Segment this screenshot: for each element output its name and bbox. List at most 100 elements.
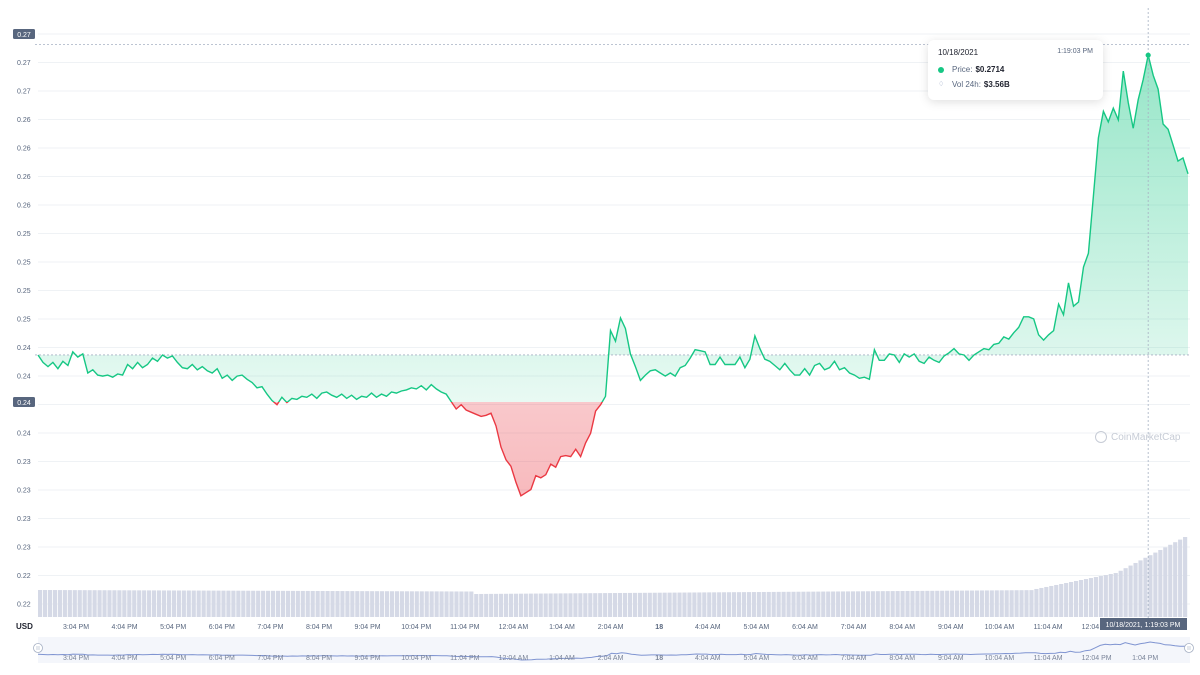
volume-bar — [836, 591, 841, 617]
price-tooltip: 10/18/2021 1:19:03 PM Price: $0.2714 ♢ V… — [928, 40, 1103, 100]
y-tick-label: 0.25 — [17, 317, 31, 324]
currency-label: USD — [16, 622, 33, 631]
volume-bar — [147, 590, 152, 617]
volume-bar — [186, 590, 191, 617]
navigator-tick-label: 11:04 AM — [1033, 655, 1062, 662]
volume-bar — [890, 591, 895, 617]
volume-bar — [508, 593, 514, 617]
volume-bar — [1004, 590, 1009, 617]
x-tick-label: 10:04 AM — [985, 624, 1015, 631]
range-navigator[interactable]: 3:04 PM 4:04 PM 5:04 PM 6:04 PM 7:04 PM 8:04 … — [33, 637, 1194, 663]
volume-bar — [573, 593, 578, 617]
x-tick-label: 6:04 AM — [792, 624, 818, 631]
volume-bar — [102, 590, 107, 617]
navigator-line — [37, 641, 1191, 661]
volume-bar — [741, 592, 747, 617]
navigator-tick-label: 12:04 PM — [1082, 655, 1112, 662]
volume-bar — [865, 591, 870, 617]
hover-point — [1145, 52, 1151, 58]
volume-bar — [533, 593, 538, 617]
y-tick-label: 0.25 — [17, 260, 31, 267]
volume-bar — [424, 591, 429, 617]
volume-bar — [484, 593, 489, 617]
volume-bar — [320, 590, 325, 617]
x-tick-label: 18 — [655, 624, 663, 631]
volume-bar — [994, 590, 999, 617]
high-price-label: 0.27 — [17, 32, 31, 39]
volume-bar — [642, 592, 647, 617]
navigator-tick-label: 7:04 PM — [257, 655, 283, 662]
crosshair-time-badge: 10/18/2021, 1:19:03 PM — [1100, 618, 1187, 630]
navigator-tick-label: 3:04 PM — [63, 655, 89, 662]
volume-bar — [72, 590, 77, 617]
volume-bar — [1098, 576, 1103, 617]
volume-bar — [355, 591, 360, 617]
volume-bar — [1123, 568, 1128, 617]
volume-bar — [1088, 578, 1094, 617]
navigator-right-handle[interactable] — [1184, 643, 1194, 653]
volume-bar — [692, 592, 697, 617]
volume-bar — [756, 592, 761, 617]
y-tick-label: 0.24 — [17, 374, 31, 381]
volume-bar — [330, 591, 335, 617]
volume-bar — [489, 593, 494, 617]
x-tick-label: 8:04 AM — [889, 624, 915, 631]
x-tick-label: 9:04 AM — [938, 624, 964, 631]
y-tick-label: 0.26 — [17, 174, 31, 181]
volume-bar — [845, 591, 851, 617]
x-tick-label: 1:04 AM — [549, 624, 575, 631]
volume-bar — [900, 591, 905, 617]
price-area-above-open — [38, 55, 1188, 402]
volume-bar — [1128, 565, 1133, 617]
price-line-above-open — [37, 55, 1189, 402]
x-tick-label: 7:04 AM — [841, 624, 867, 631]
volume-bar — [201, 590, 206, 617]
volume-bar — [647, 592, 652, 617]
volume-bar — [241, 590, 246, 617]
volume-bar — [712, 592, 717, 617]
navigator-tick-label: 5:04 PM — [160, 655, 186, 662]
navigator-tick-label: 8:04 PM — [306, 655, 332, 662]
volume-bar — [518, 593, 523, 617]
high-price-badge: 0.27 — [13, 29, 35, 39]
volume-bar — [404, 591, 409, 617]
volume-bar — [578, 593, 583, 617]
volume-bar — [1054, 584, 1059, 617]
y-tick-label: 0.23 — [17, 459, 31, 466]
navigator-left-handle[interactable] — [33, 643, 43, 653]
volume-bar — [459, 591, 464, 617]
volume-bar — [67, 590, 72, 617]
volume-bar — [528, 593, 533, 617]
volume-bar — [979, 590, 984, 617]
volume-bar — [563, 593, 568, 617]
volume-bar — [503, 593, 509, 617]
navigator-tick-label: 4:04 PM — [112, 655, 138, 662]
volume-bar — [1158, 549, 1163, 617]
volume-bar — [588, 593, 593, 617]
volume-bar — [603, 593, 608, 617]
volume-bar — [945, 590, 950, 617]
volume-bar — [617, 592, 623, 617]
watermark: CoinMarketCap — [1095, 431, 1180, 443]
volume-bar — [687, 592, 692, 617]
volume-bar — [290, 590, 295, 617]
volume-bar — [637, 592, 642, 617]
volume-bar — [771, 591, 776, 617]
y-tick-label: 0.26 — [17, 146, 31, 153]
crosshair-time-label: 10/18/2021, 1:19:03 PM — [1106, 622, 1181, 629]
volume-bar — [667, 592, 672, 617]
volume-bar — [295, 590, 300, 617]
volume-bar — [538, 593, 543, 617]
volume-bar — [469, 591, 474, 617]
navigator-tick-label: 6:04 PM — [209, 655, 235, 662]
volume-bar — [62, 590, 67, 617]
volume-bar — [1163, 547, 1168, 617]
volume-bar — [999, 590, 1004, 617]
watermark-text: CoinMarketCap — [1111, 431, 1181, 443]
volume-bar — [236, 590, 241, 617]
volume-bar — [1168, 544, 1173, 617]
open-price-label: 0.24 — [17, 400, 31, 407]
volume-bar — [498, 593, 504, 617]
x-tick-label: 6:04 PM — [209, 624, 235, 631]
